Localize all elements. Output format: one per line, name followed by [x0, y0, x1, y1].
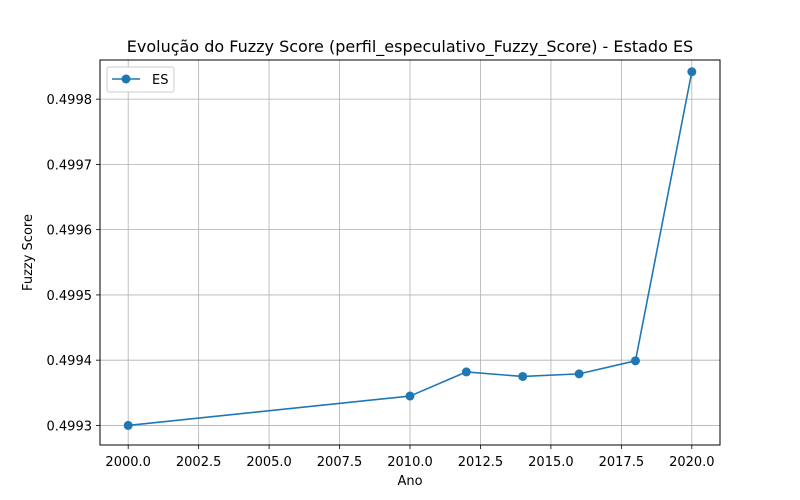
data-point [461, 367, 471, 377]
data-point [405, 391, 415, 401]
legend-label-es: ES [152, 73, 168, 88]
legend-marker-es [121, 74, 131, 84]
legend-box [106, 66, 175, 93]
y-tick-label: 0.4996 [47, 224, 93, 239]
data-point [630, 356, 640, 366]
y-tick-label: 0.4995 [47, 289, 93, 304]
y-axis-label: Fuzzy Score [21, 214, 36, 291]
x-tick-label: 2007.5 [317, 455, 363, 470]
x-tick-label: 2010.0 [387, 455, 433, 470]
legend: ES [106, 66, 175, 93]
x-tick-label: 2015.0 [528, 455, 574, 470]
x-tick-label: 2017.5 [599, 455, 645, 470]
x-tick-label: 2000.0 [105, 455, 151, 470]
data-point [518, 371, 528, 381]
x-axis-ticks: 2000.0 2002.5 2005.0 2007.5 2010.0 2012.5 2015… [105, 445, 715, 470]
x-tick-label: 2005.0 [246, 455, 292, 470]
y-tick-label: 0.4994 [47, 354, 93, 369]
data-point [687, 67, 697, 77]
y-axis-ticks: 0.4993 0.4994 0.4995 0.4996 0.4997 0.4998 [47, 93, 100, 434]
y-tick-label: 0.4997 [47, 158, 93, 173]
x-tick-label: 2002.5 [176, 455, 222, 470]
grid [100, 60, 720, 445]
y-tick-label: 0.4993 [47, 419, 93, 434]
data-point [123, 420, 133, 430]
y-tick-label: 0.4998 [47, 93, 93, 108]
x-axis-label: Ano [397, 474, 422, 489]
data-point [574, 369, 584, 379]
series-layer [123, 67, 697, 430]
chart-title: Evolução do Fuzzy Score (perfil_especula… [127, 37, 693, 57]
x-tick-label: 2020.0 [669, 455, 715, 470]
x-tick-label: 2012.5 [458, 455, 504, 470]
